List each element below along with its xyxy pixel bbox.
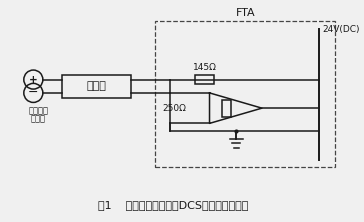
Text: 145Ω: 145Ω	[193, 63, 217, 72]
Text: +: +	[29, 75, 38, 85]
Bar	[62, 75, 131, 98]
Text: FTA: FTA	[236, 8, 255, 18]
Text: 变送器: 变送器	[31, 115, 46, 124]
Text: 图1    智能压力变送器与DCS现场的连接回路: 图1 智能压力变送器与DCS现场的连接回路	[98, 200, 249, 210]
Bar	[222, 100, 231, 117]
Text: 24V(DC): 24V(DC)	[323, 25, 360, 34]
Text: 250Ω: 250Ω	[163, 104, 187, 113]
Bar	[195, 75, 214, 84]
Bar	[155, 22, 335, 167]
Text: 智能压力: 智能压力	[28, 106, 48, 115]
Text: −: −	[28, 86, 39, 99]
Text: 安全栅: 安全栅	[87, 81, 107, 91]
